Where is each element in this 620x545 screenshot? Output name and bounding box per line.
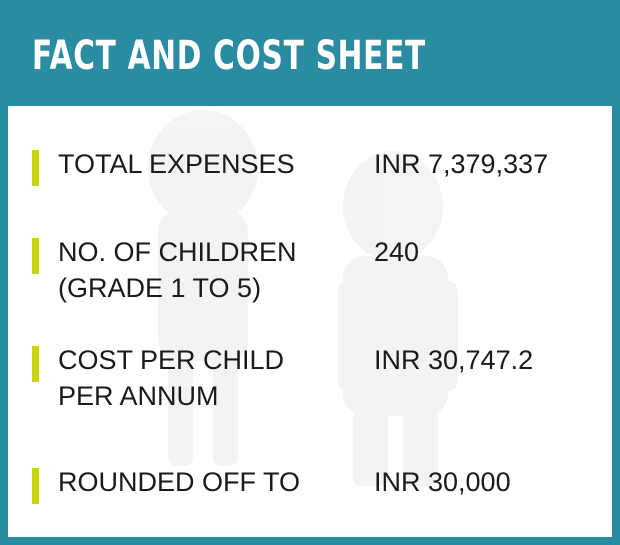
row-value: INR 30,747.2	[374, 345, 534, 375]
header-banner: FACT AND COST SHEET	[8, 8, 612, 106]
row-label-line: COST PER CHILD	[58, 345, 285, 375]
row-value: 240	[374, 237, 420, 267]
row-label: NO. OF CHILDREN (GRADE 1 TO 5)	[58, 234, 297, 306]
row-label-line: TOTAL EXPENSES	[58, 149, 295, 179]
row-value: INR 30,000	[374, 467, 511, 497]
row-label: ROUNDED OFF TO	[58, 464, 300, 500]
accent-bar	[32, 150, 39, 186]
accent-bar	[32, 346, 39, 382]
row-label-line: (GRADE 1 TO 5)	[58, 273, 262, 303]
row-label-line: NO. OF CHILDREN	[58, 237, 297, 267]
row-label: TOTAL EXPENSES	[58, 146, 295, 182]
row-label-line: PER ANNUM	[58, 381, 219, 411]
fact-sheet-body: FACT AND COST SHEET TOTAL EXPENSES	[8, 8, 612, 537]
row-label: COST PER CHILD PER ANNUM	[58, 342, 284, 414]
row-label-line: ROUNDED OFF TO	[58, 467, 301, 497]
page-title: FACT AND COST SHEET	[32, 33, 426, 79]
accent-bar	[32, 238, 39, 274]
accent-bar	[32, 468, 39, 504]
row-value: INR 7,379,337	[374, 149, 549, 179]
